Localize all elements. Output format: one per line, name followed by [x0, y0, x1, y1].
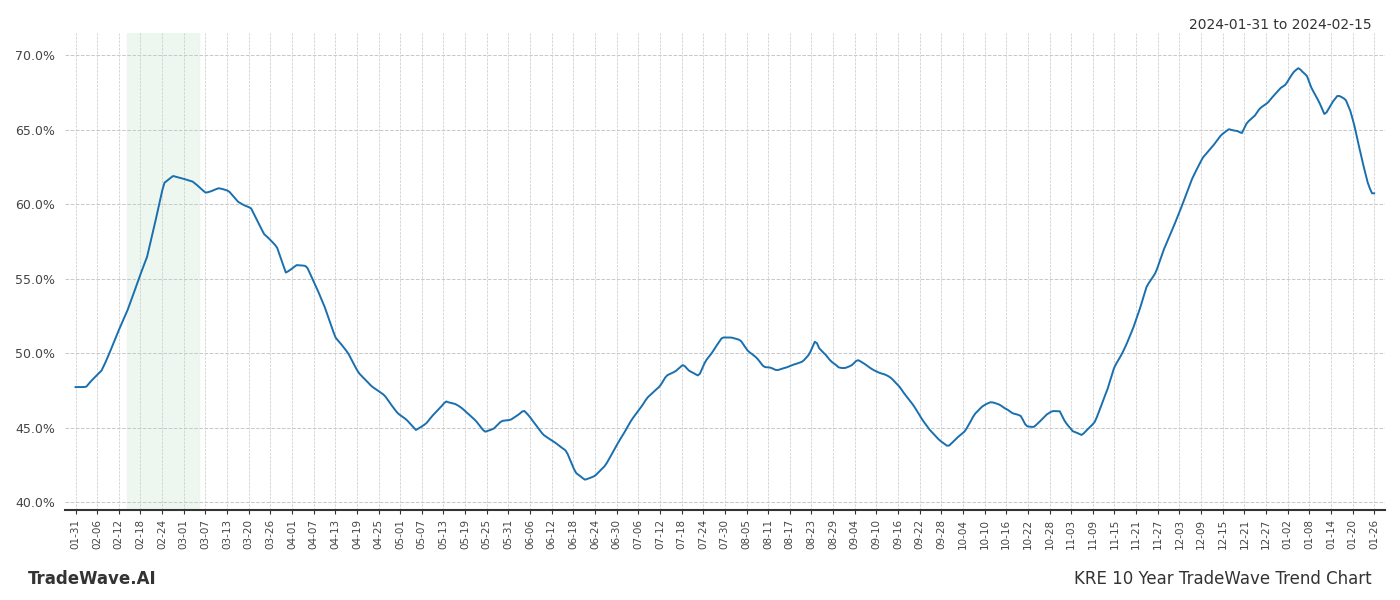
Text: 2024-01-31 to 2024-02-15: 2024-01-31 to 2024-02-15 [1190, 18, 1372, 32]
Text: TradeWave.AI: TradeWave.AI [28, 570, 157, 588]
Bar [127, 33, 199, 510]
Text: KRE 10 Year TradeWave Trend Chart: KRE 10 Year TradeWave Trend Chart [1074, 570, 1372, 588]
